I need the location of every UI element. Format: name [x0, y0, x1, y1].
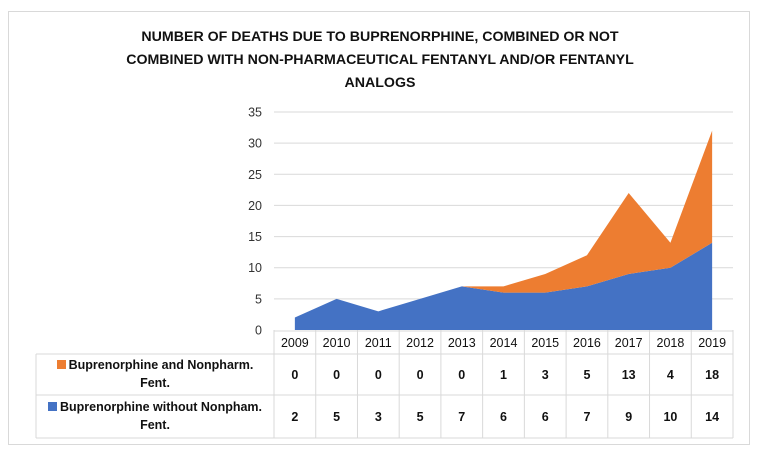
y-tick-label: 10	[248, 261, 262, 275]
y-axis-ticks: 0 5 10 15 20 25 30 35	[248, 106, 262, 338]
legend-label-without-line2: Fent.	[140, 418, 170, 432]
x-tick-label: 2018	[657, 336, 685, 350]
data-label: 6	[542, 410, 549, 424]
data-label: 0	[458, 368, 465, 382]
x-tick-label: 2019	[698, 336, 726, 350]
y-tick-label: 5	[255, 292, 262, 306]
data-label: 9	[625, 410, 632, 424]
y-tick-label: 20	[248, 199, 262, 213]
data-label: 0	[333, 368, 340, 382]
chart-title: NUMBER OF DEATHS DUE TO BUPRENORPHINE, C…	[60, 26, 700, 95]
y-tick-label: 15	[248, 230, 262, 244]
x-tick-label: 2010	[323, 336, 351, 350]
x-tick-label: 2013	[448, 336, 476, 350]
x-tick-label: 2015	[531, 336, 559, 350]
x-tick-label: 2016	[573, 336, 601, 350]
legend-swatch-orange	[56, 360, 66, 369]
chart-title-line-3: ANALOGS	[344, 75, 416, 91]
x-tick-label: 2017	[615, 336, 643, 350]
y-tick-label: 35	[248, 106, 262, 120]
data-table: 2009 2010 2011 2012 2013 2014 2015 2016 2017 2018…	[35, 330, 734, 439]
data-label: 7	[583, 410, 590, 424]
y-tick-label: 25	[248, 168, 262, 182]
legend-label-without-line1: Buprenorphine without Nonpham.	[59, 400, 263, 414]
data-label: 3	[542, 368, 549, 382]
x-tick-label: 2011	[365, 336, 392, 350]
data-label: 4	[667, 368, 674, 382]
data-label: 2	[291, 410, 298, 424]
y-tick-label: 0	[255, 324, 262, 338]
x-tick-label: 2012	[406, 336, 434, 350]
data-label: 0	[375, 368, 382, 382]
legend-series-without: Buprenorphine without Nonpham. Fent.	[38, 398, 272, 434]
area-series	[294, 130, 713, 330]
data-label: 18	[705, 368, 719, 382]
x-tick-label: 2009	[281, 336, 309, 350]
data-label: 5	[417, 410, 424, 424]
data-label: 14	[705, 410, 719, 424]
legend-swatch-blue	[47, 402, 57, 411]
chart-frame	[8, 11, 750, 445]
data-label: 3	[375, 410, 382, 424]
legend-label-combined-line1: Buprenorphine and Nonpharm.	[68, 358, 254, 372]
chart-title-line-2: COMBINED WITH NON-PHARMACEUTICAL FENTANY…	[126, 52, 634, 68]
legend-series-combined: Buprenorphine and Nonpharm. Fent.	[38, 356, 272, 392]
area-with-nonpharm	[294, 130, 713, 318]
area-without-nonpharm	[294, 242, 713, 330]
gridlines	[274, 111, 733, 300]
data-label: 0	[417, 368, 424, 382]
data-label: 1	[500, 368, 507, 382]
data-label: 5	[333, 410, 340, 424]
data-label: 10	[663, 410, 677, 424]
chart-title-line-1: NUMBER OF DEATHS DUE TO BUPRENORPHINE, C…	[141, 29, 619, 45]
legend-label-combined-line2: Fent.	[140, 376, 170, 390]
x-tick-label: 2014	[490, 336, 518, 350]
data-label: 13	[622, 368, 636, 382]
data-label: 5	[583, 368, 590, 382]
data-label: 0	[291, 368, 298, 382]
data-label: 6	[500, 410, 507, 424]
data-label: 7	[458, 410, 465, 424]
y-tick-label: 30	[248, 137, 262, 151]
